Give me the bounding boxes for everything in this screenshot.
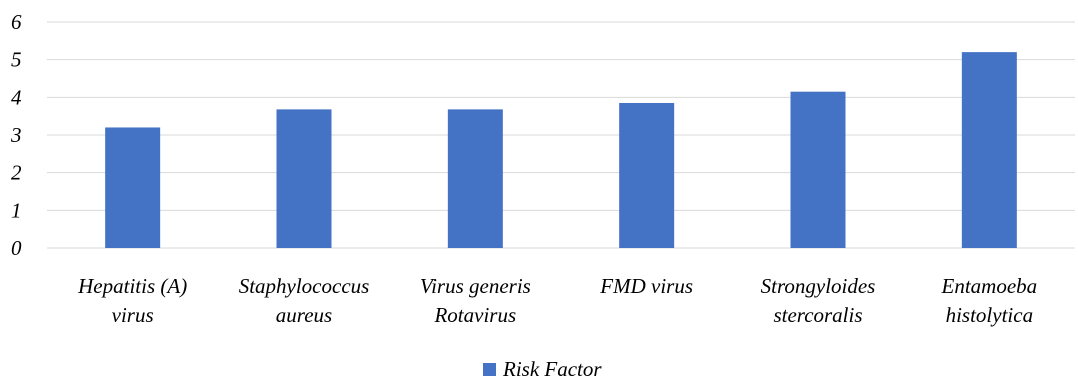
bar xyxy=(105,127,161,248)
x-category-label: Staphylococcus aureus xyxy=(239,274,370,327)
legend-label: Risk Factor xyxy=(502,357,602,380)
y-axis-tick-labels: 0 1 2 3 4 5 6 xyxy=(10,10,22,260)
bar xyxy=(961,52,1017,249)
legend: Risk Factor xyxy=(483,357,602,380)
y-tick-label: 1 xyxy=(11,198,22,222)
y-tick-label: 2 xyxy=(11,161,22,185)
x-category-label: Hepatitis (A) virus xyxy=(77,274,187,327)
bars xyxy=(105,52,1017,249)
gridlines xyxy=(47,21,1075,249)
y-tick-label: 3 xyxy=(10,123,22,147)
x-category-label: Entamoeba histolytica xyxy=(941,274,1038,327)
x-axis-category-labels: Hepatitis (A) virus Staphylococcus aureus Vi… xyxy=(77,274,1037,327)
bar xyxy=(619,102,675,248)
x-category-label: FMD virus xyxy=(599,274,693,298)
y-tick-label: 5 xyxy=(11,48,22,72)
legend-swatch xyxy=(483,363,496,376)
x-category-label: Virus generis Rotavirus xyxy=(420,274,531,327)
x-category-label: Strongyloides stercoralis xyxy=(761,274,876,327)
y-tick-label: 4 xyxy=(11,85,22,109)
y-tick-label: 0 xyxy=(11,236,22,260)
bar xyxy=(276,109,332,249)
y-tick-label: 6 xyxy=(11,10,22,34)
bar xyxy=(790,91,846,248)
bar xyxy=(447,109,503,249)
